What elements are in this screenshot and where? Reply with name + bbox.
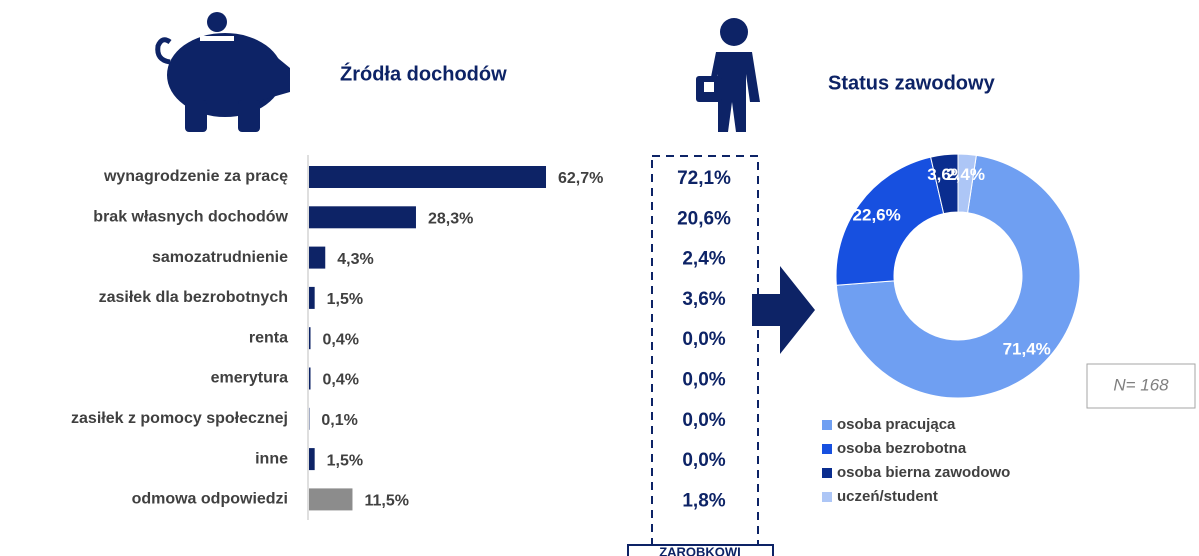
bar-title: Źródła dochodów	[340, 62, 507, 85]
slice-label: 71,4%	[1003, 340, 1051, 359]
column-cell: 0,0%	[682, 450, 725, 471]
value-label: 0,4%	[323, 331, 359, 348]
column-label: ZAROBKOWI	[659, 544, 741, 556]
legend-swatch	[822, 492, 832, 502]
category-label: inne	[255, 450, 288, 467]
category-label: wynagrodzenie za pracę	[103, 168, 288, 185]
legend-swatch	[822, 468, 832, 478]
bar	[309, 286, 315, 309]
legend-label: osoba bezrobotna	[837, 440, 967, 457]
pie-title: Status zawodowy	[828, 72, 996, 94]
legend-label: uczeń/student	[837, 488, 938, 505]
column-cell: 1,8%	[682, 490, 725, 511]
value-label: 1,5%	[327, 291, 363, 308]
slice-label: 2,4%	[946, 165, 985, 184]
value-label: 4,3%	[337, 251, 373, 268]
category-label: samozatrudnienie	[152, 249, 288, 266]
bar	[309, 166, 547, 188]
column-cell: 0,0%	[682, 329, 725, 350]
legend-swatch	[822, 420, 832, 430]
donut-slice	[957, 153, 977, 214]
bar	[309, 367, 311, 390]
arrow	[752, 266, 815, 354]
slice-label: 3,6%	[927, 165, 966, 184]
n-box	[1086, 363, 1196, 409]
bar	[309, 246, 326, 269]
column-cell: 0,0%	[682, 370, 725, 391]
value-label: 62,7%	[558, 170, 603, 187]
legend-label: osoba pracująca	[837, 416, 956, 433]
value-label: 0,4%	[323, 372, 359, 389]
column-cell: 0,0%	[682, 410, 725, 431]
slice-label: 22,6%	[853, 206, 901, 225]
bar	[309, 206, 416, 229]
bar	[309, 327, 311, 350]
value-label: 0,1%	[321, 412, 357, 429]
column-label-box	[627, 544, 774, 556]
bar	[309, 448, 315, 471]
category-label: brak własnych dochodów	[93, 209, 288, 226]
annotation: N= 168	[1113, 375, 1169, 394]
donut-slice	[835, 156, 945, 286]
category-label: zasiłek z pomocy społecznej	[71, 410, 288, 427]
donut-slice	[835, 154, 1081, 399]
column-cell: 3,6%	[682, 289, 725, 310]
legend-label: osoba bierna zawodowo	[837, 464, 1010, 481]
value-label: 11,5%	[364, 493, 408, 510]
column-cell: 20,6%	[677, 208, 731, 229]
bar	[309, 488, 353, 511]
category-label: renta	[249, 329, 288, 346]
value-label: 28,3%	[428, 211, 473, 228]
piggy-icon	[155, 12, 290, 132]
legend-swatch	[822, 444, 832, 454]
column-cell: 72,1%	[677, 168, 731, 189]
category-label: odmowa odpowiedzi	[132, 491, 288, 508]
column-cell: 2,4%	[682, 249, 725, 270]
category-label: zasiłek dla bezrobotnych	[99, 289, 288, 306]
person-icon	[696, 18, 760, 132]
category-label: emerytura	[211, 370, 288, 387]
value-label: 1,5%	[327, 452, 363, 469]
